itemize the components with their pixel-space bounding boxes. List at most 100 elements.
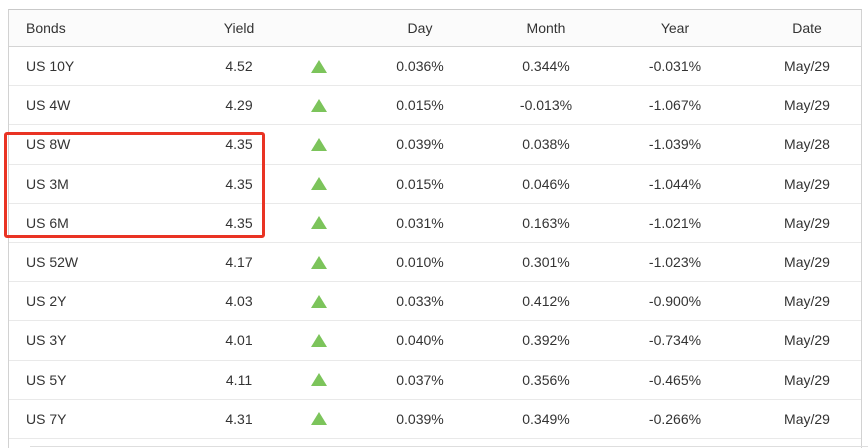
day-change: 0.036% [396,58,444,75]
change-direction-cell [299,59,339,73]
date-value: May/29 [784,175,830,192]
bond-name[interactable]: US 3Y [26,332,67,349]
change-direction-cell [299,294,339,308]
header-month: Month [526,20,566,36]
up-arrow-icon [311,177,327,191]
date-value: May/29 [784,97,830,114]
date-value: May/29 [784,332,830,349]
table-row[interactable]: US 3M 4.35 0.015% 0.046% -1.044% May/29 [9,164,861,204]
date-value: May/29 [784,410,830,427]
table-row[interactable]: US 52W 4.17 0.010% 0.301% -1.023% May/29 [9,242,861,283]
bond-name[interactable]: US 7Y [26,410,67,427]
table-row[interactable]: US 8W 4.35 0.039% 0.038% -1.039% May/28 [9,125,861,165]
change-direction-cell [299,177,339,191]
change-direction-cell [299,98,339,112]
yield-value: 4.35 [225,214,253,231]
date-value: May/29 [784,293,830,310]
bond-name[interactable]: US 5Y [26,371,67,388]
yield-value: 4.52 [225,58,253,75]
bond-name[interactable]: US 6M [26,214,69,231]
day-change: 0.010% [396,254,444,271]
month-change: 0.344% [522,58,570,75]
day-change: 0.040% [396,332,444,349]
header-day: Day [407,20,433,36]
bond-name[interactable]: US 10Y [26,58,75,75]
month-change: 0.356% [522,371,570,388]
table-header: Bonds Yield Day Month Year Date [9,10,861,47]
year-change: -0.900% [648,293,702,310]
year-change: -0.734% [648,332,702,349]
yield-value: 4.01 [225,332,253,349]
month-change: -0.013% [519,97,573,114]
table-row[interactable]: US 10Y 4.52 0.036% 0.344% -0.031% May/29 [9,47,861,87]
table-row[interactable]: US 2Y 4.03 0.033% 0.412% -0.900% May/29 [9,282,861,322]
month-change: 0.163% [522,214,570,231]
header-date: Date [792,20,822,36]
bond-name[interactable]: US 4W [26,97,71,114]
header-year: Year [660,20,690,36]
month-change: 0.392% [522,332,570,349]
yield-value: 4.17 [225,254,253,271]
up-arrow-icon [311,59,327,73]
month-change: 0.038% [522,136,570,153]
day-change: 0.031% [396,214,444,231]
month-change: 0.349% [522,410,570,427]
table-row[interactable]: US 6M 4.35 0.031% 0.163% -1.021% May/29 [9,203,861,243]
day-change: 0.015% [396,97,444,114]
day-change: 0.037% [396,371,444,388]
date-value: May/29 [784,254,830,271]
bond-name[interactable]: US 8W [26,136,71,153]
change-direction-cell [299,137,339,151]
next-table-edge [30,446,868,447]
table-row[interactable]: US 5Y 4.11 0.037% 0.356% -0.465% May/29 [9,360,861,400]
year-change: -0.465% [648,371,702,388]
bond-name[interactable]: US 52W [26,254,79,271]
up-arrow-icon [311,255,327,269]
change-direction-cell [299,373,339,387]
table-row[interactable]: US 3Y 4.01 0.040% 0.392% -0.734% May/29 [9,321,861,361]
bonds-table: Bonds Yield Day Month Year Date US 10Y 4.… [8,9,862,448]
date-value: May/28 [784,136,830,153]
day-change: 0.015% [396,175,444,192]
month-change: 0.412% [522,293,570,310]
up-arrow-icon [311,137,327,151]
date-value: May/29 [784,214,830,231]
table-row[interactable]: US 4W 4.29 0.015% -0.013% -1.067% May/29 [9,86,861,126]
date-value: May/29 [784,58,830,75]
table-row[interactable]: US 7Y 4.31 0.039% 0.349% -0.266% May/29 [9,399,861,439]
yield-value: 4.35 [225,136,253,153]
month-change: 0.301% [522,254,570,271]
table-body: US 10Y 4.52 0.036% 0.344% -0.031% May/29 US 4W… [9,47,861,439]
up-arrow-icon [311,98,327,112]
year-change: -1.021% [648,214,702,231]
day-change: 0.039% [396,410,444,427]
up-arrow-icon [311,412,327,426]
year-change: -0.031% [648,58,702,75]
yield-value: 4.11 [225,371,253,388]
change-direction-cell [299,216,339,230]
up-arrow-icon [311,294,327,308]
day-change: 0.033% [396,293,444,310]
yield-value: 4.31 [225,410,253,427]
bond-name[interactable]: US 3M [26,175,69,192]
yield-value: 4.03 [225,293,253,310]
year-change: -0.266% [648,410,702,427]
change-direction-cell [299,333,339,347]
year-change: -1.039% [648,136,702,153]
day-change: 0.039% [396,136,444,153]
yield-value: 4.29 [225,97,253,114]
year-change: -1.044% [648,175,702,192]
change-direction-cell [299,412,339,426]
header-bonds: Bonds [26,20,66,36]
date-value: May/29 [784,371,830,388]
bond-name[interactable]: US 2Y [26,293,67,310]
month-change: 0.046% [522,175,570,192]
header-yield: Yield [223,20,255,36]
year-change: -1.067% [648,97,702,114]
yield-value: 4.35 [225,175,253,192]
up-arrow-icon [311,333,327,347]
year-change: -1.023% [648,254,702,271]
up-arrow-icon [311,216,327,230]
up-arrow-icon [311,373,327,387]
